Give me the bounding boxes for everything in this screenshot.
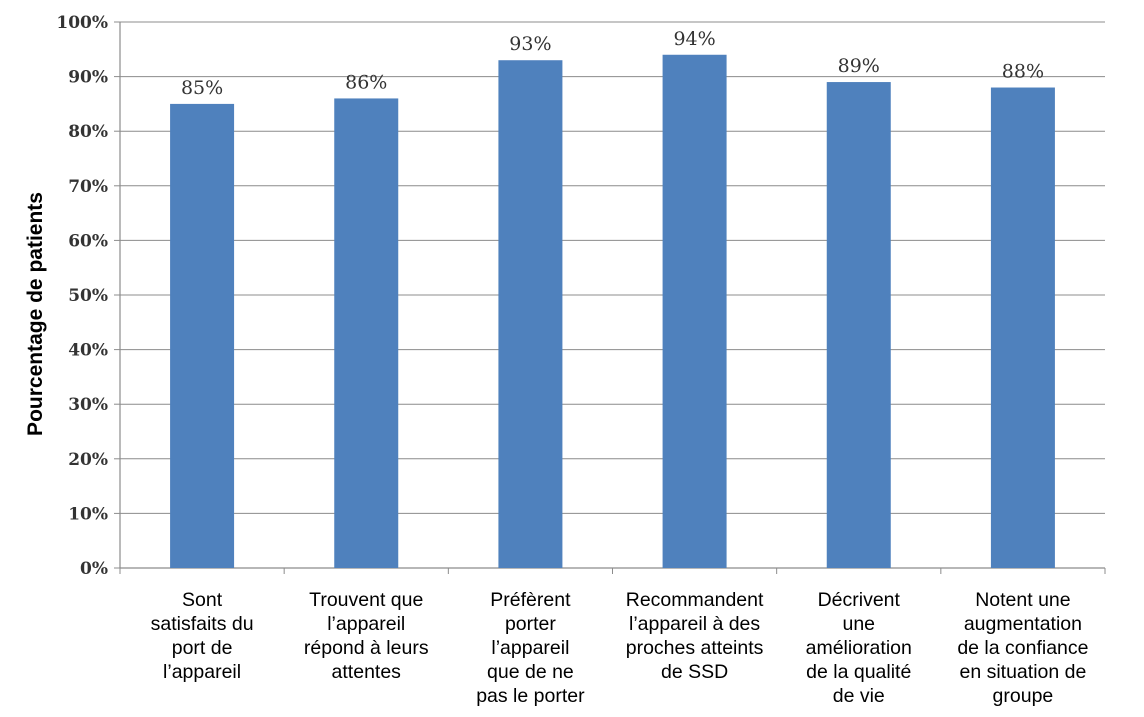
bar xyxy=(662,54,727,568)
y-axis-title: Pourcentage de patients xyxy=(24,192,47,436)
category-label: Recommandent l’appareil à des proches atte… xyxy=(626,589,764,683)
data-labels: 85% 86% 93% 94% 89% 88% xyxy=(181,28,1044,99)
category-label: Décrivent une amélioration de la qualité de … xyxy=(806,589,912,707)
category-label: Trouvent que l’appareil répond à leurs atte… xyxy=(304,589,429,683)
data-label: 93% xyxy=(509,33,551,55)
y-tick-label: 20% xyxy=(68,450,108,470)
y-axis-ticks: 0% 10% 20% 30% 40% 50% 60% 70% 80% 90% 100% xyxy=(56,13,1106,579)
y-tick-label: 100% xyxy=(56,13,108,33)
y-tick-label: 90% xyxy=(68,68,108,88)
y-tick-label: 70% xyxy=(68,177,108,197)
y-tick-label: 0% xyxy=(80,559,108,579)
y-tick-label: 80% xyxy=(68,122,108,142)
x-axis-categories: Sont satisfaits du port de l’appareil Trouve… xyxy=(151,589,1089,707)
data-label: 89% xyxy=(838,55,880,77)
y-tick-label: 60% xyxy=(68,231,108,251)
data-label: 94% xyxy=(673,28,715,50)
data-label: 86% xyxy=(345,71,387,93)
y-tick-label: 50% xyxy=(68,286,108,306)
category-label: Notent une augmentation de la confiance en … xyxy=(957,589,1088,707)
y-tick-label: 10% xyxy=(68,504,108,524)
bar xyxy=(334,98,399,568)
category-label: Préfèrent porter l’appareil que de ne pas le… xyxy=(476,589,585,707)
gridlines xyxy=(119,21,1105,569)
bars xyxy=(170,54,1055,569)
y-tick-label: 40% xyxy=(68,341,108,361)
bar xyxy=(498,60,563,568)
y-tick-label: 30% xyxy=(68,395,108,415)
bar xyxy=(990,87,1055,569)
data-label: 88% xyxy=(1002,61,1044,83)
category-label: Sont satisfaits du port de l’appareil xyxy=(151,589,254,683)
bar xyxy=(170,103,235,569)
bar xyxy=(826,82,891,568)
data-label: 85% xyxy=(181,77,223,99)
